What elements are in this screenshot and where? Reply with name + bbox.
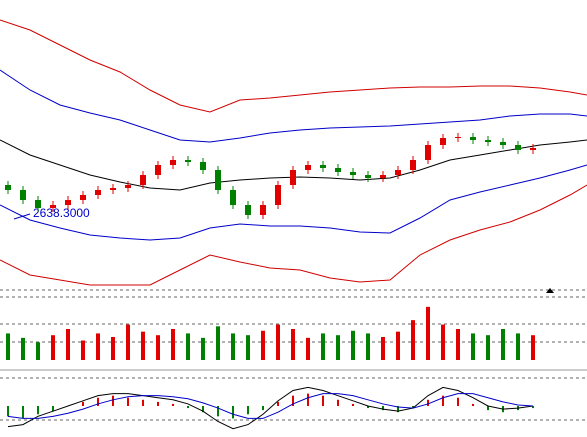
candle-body — [170, 160, 176, 165]
volume-bar — [201, 337, 205, 360]
volume-bar — [21, 337, 25, 360]
candle-body — [110, 188, 116, 190]
candle-body — [320, 165, 326, 168]
candle-body — [80, 195, 86, 200]
volume-bar — [186, 333, 190, 360]
volume-bar — [216, 326, 220, 360]
volume-bar — [486, 335, 490, 360]
candle-body — [380, 175, 386, 178]
volume-bar — [516, 333, 520, 360]
candle-body — [275, 185, 281, 205]
marker — [546, 288, 554, 293]
candle-body — [485, 140, 491, 142]
candle-body — [335, 168, 341, 172]
candle-body — [65, 200, 71, 205]
volume-bar — [66, 329, 70, 360]
candle-body — [95, 190, 101, 195]
candle-body — [290, 170, 296, 185]
volume-bar — [531, 335, 535, 360]
volume-bar — [126, 324, 130, 360]
candle-body — [425, 145, 431, 160]
volume-bar — [291, 329, 295, 360]
volume-bar — [171, 329, 175, 360]
candle-body — [440, 138, 446, 145]
candle-body — [230, 190, 236, 205]
volume-bar — [411, 320, 415, 360]
band-line — [0, 164, 587, 241]
candle-body — [395, 170, 401, 175]
candle-body — [140, 175, 146, 185]
volume-bar — [231, 333, 235, 360]
volume-bar — [501, 329, 505, 360]
candle-body — [50, 205, 56, 208]
dea-line — [7, 393, 534, 419]
volume-bar — [36, 342, 40, 360]
volume-bar — [396, 331, 400, 360]
candle-body — [200, 162, 206, 170]
volume-bar — [321, 333, 325, 360]
volume-bar — [156, 335, 160, 360]
candle-body — [245, 205, 251, 215]
volume-bar — [276, 324, 280, 360]
candle-body — [215, 170, 221, 190]
candle-body — [20, 190, 26, 200]
volume-bar — [351, 330, 355, 360]
volume-bar — [51, 335, 55, 360]
candle-body — [500, 142, 506, 145]
candle-body — [410, 160, 416, 170]
volume-bar — [381, 336, 385, 360]
volume-bar — [81, 340, 85, 360]
dif-line — [7, 386, 534, 430]
candle-body — [470, 137, 476, 140]
volume-bar — [441, 324, 445, 360]
volume-bar — [246, 335, 250, 360]
candle-body — [260, 205, 266, 215]
volume-bar — [141, 331, 145, 360]
band-line — [0, 19, 587, 113]
volume-bar — [336, 335, 340, 360]
candle-body — [365, 175, 371, 178]
volume-bar — [96, 333, 100, 360]
candle-body — [125, 185, 131, 188]
band-line — [0, 139, 587, 191]
candle-body — [305, 165, 311, 170]
candle-body — [530, 148, 536, 150]
volume-bar — [471, 333, 475, 360]
candle-body — [155, 165, 161, 175]
volume-bar — [456, 329, 460, 360]
candle-body — [515, 145, 521, 150]
volume-bar — [366, 333, 370, 360]
volume-bar — [261, 330, 265, 360]
candle-body — [350, 172, 356, 175]
candle-body — [35, 200, 41, 208]
volume-bar — [111, 336, 115, 360]
volume-bar — [6, 333, 10, 360]
candle-body — [455, 137, 461, 138]
low-label: 2638.3000 — [33, 206, 90, 220]
volume-bar — [306, 337, 310, 360]
candle-body — [185, 160, 191, 162]
candle-body — [5, 185, 11, 190]
band-line — [0, 69, 587, 143]
volume-bar — [426, 306, 430, 360]
band-line — [0, 184, 587, 286]
